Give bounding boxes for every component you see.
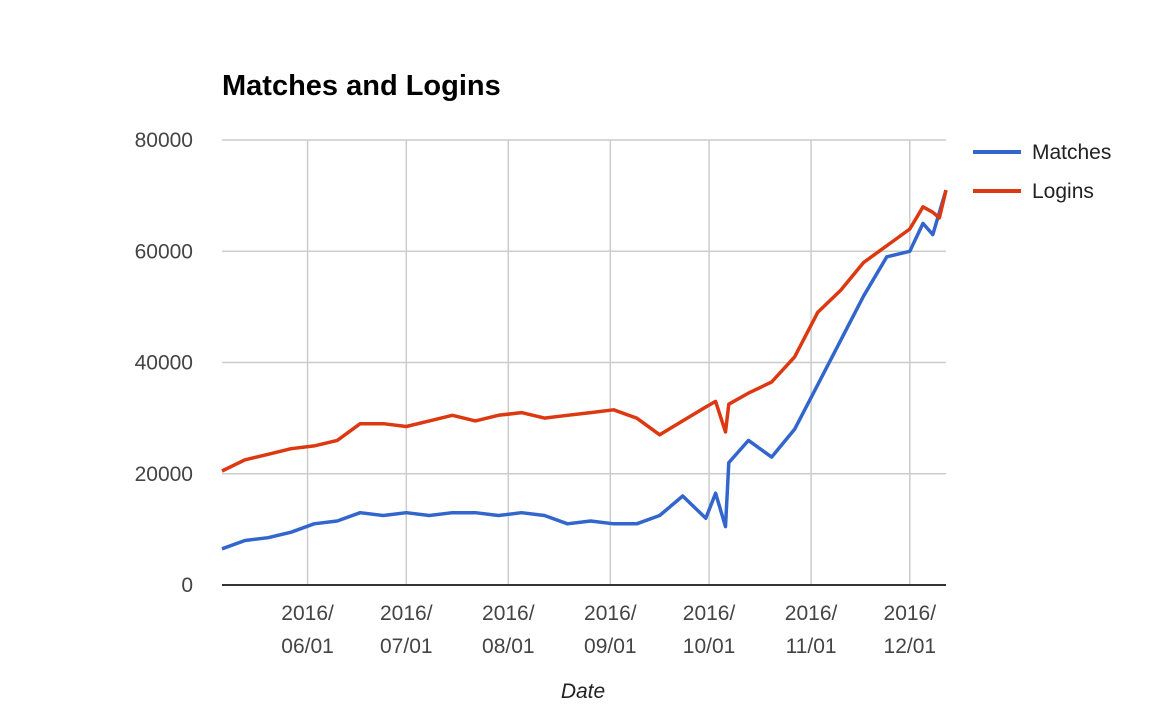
- x-tick-label: 2016/12/01: [884, 602, 937, 658]
- grid: [222, 139, 946, 585]
- y-tick-label: 80000: [135, 129, 193, 152]
- legend-label-matches: Matches: [1032, 141, 1111, 164]
- series-lines: [221, 189, 948, 551]
- y-tick-label: 40000: [135, 352, 193, 375]
- x-tick-label: 2016/11/01: [785, 602, 838, 658]
- x-tick-label: 2016/08/01: [482, 602, 535, 658]
- y-tick-label: 20000: [135, 463, 193, 486]
- x-tick-label: 2016/06/01: [281, 602, 334, 658]
- chart-title: Matches and Logins: [222, 70, 501, 102]
- legend-label-logins: Logins: [1032, 180, 1094, 203]
- y-tick-label: 60000: [135, 240, 193, 263]
- legend: Matches Logins: [973, 141, 1111, 203]
- x-axis-title: Date: [561, 680, 605, 703]
- x-tick-label: 2016/07/01: [380, 602, 433, 658]
- x-tick-label: 2016/09/01: [584, 602, 637, 658]
- x-axis-ticks: 2016/06/01 2016/07/01 2016/08/01 2016/09/01…: [281, 602, 936, 658]
- x-tick-label: 2016/10/01: [683, 602, 736, 658]
- series-line-matches: [221, 189, 948, 551]
- series-line-logins: [221, 189, 948, 473]
- y-axis-ticks: 0 20000 40000 60000 80000: [135, 129, 193, 597]
- y-tick-label: 0: [181, 574, 193, 597]
